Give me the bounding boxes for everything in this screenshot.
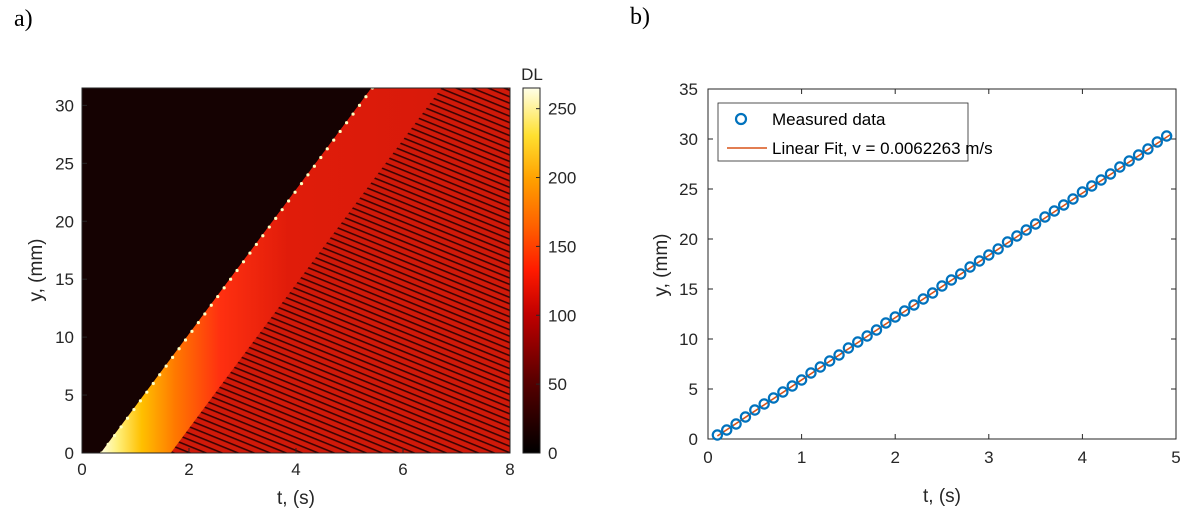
front-marker <box>351 112 355 116</box>
front-marker <box>280 208 284 212</box>
front-marker <box>325 147 329 151</box>
front-marker <box>319 155 323 160</box>
front-marker <box>203 312 207 316</box>
heatmap-y-ticks: 0 5 10 15 20 25 30 <box>55 96 87 463</box>
colorbar-ticks: 0 50 100 150 200 250 <box>536 100 576 463</box>
heatmap-front-band <box>100 88 442 453</box>
heatmap-y-tick-label: 25 <box>55 154 74 173</box>
front-marker <box>177 347 181 351</box>
heatmap-x-tick-label: 6 <box>398 460 407 479</box>
heatmap-field <box>82 88 510 453</box>
front-marker <box>241 260 246 264</box>
heatmap-x-tick-label: 2 <box>184 460 193 479</box>
front-marker <box>306 173 310 177</box>
colorbar-tick-label: 100 <box>548 306 576 325</box>
heatmap-y-tick-label: 15 <box>55 270 74 289</box>
heatmap-y-tick-label: 20 <box>55 212 74 231</box>
front-marker <box>248 251 252 255</box>
colorbar-tick-label: 150 <box>548 237 576 256</box>
front-marker <box>261 234 265 238</box>
front-marker <box>196 321 200 325</box>
heatmap-x-tick-label: 4 <box>291 460 300 479</box>
front-marker <box>138 399 142 403</box>
heatmap-y-tick-label: 0 <box>65 444 74 463</box>
colorbar-tick-label: 50 <box>548 375 567 394</box>
front-marker <box>183 338 188 342</box>
colorbar-title: DL <box>521 65 543 84</box>
front-marker <box>158 373 162 377</box>
front-marker <box>209 303 213 307</box>
front-marker <box>164 364 168 368</box>
front-marker <box>293 190 297 194</box>
front-marker <box>274 216 278 220</box>
front-marker <box>171 355 175 360</box>
front-marker <box>287 199 291 203</box>
front-marker <box>312 164 316 168</box>
colorbar-tick-label: 250 <box>548 100 576 119</box>
heatmap-x-tick-label: 8 <box>505 460 514 479</box>
front-markers <box>100 88 374 453</box>
front-marker <box>151 381 155 386</box>
front-marker <box>338 129 342 134</box>
panel-label-a: a) <box>14 6 33 32</box>
heatmap-y-tick-label: 5 <box>65 386 74 405</box>
heatmap-x-tick-label: 0 <box>77 460 86 479</box>
heatmap-y-tick-label: 30 <box>55 96 74 115</box>
front-marker <box>113 434 117 438</box>
colorbar-tick-label: 0 <box>548 444 557 463</box>
front-marker <box>332 138 336 142</box>
heatmap-x-axis-label: t, (s) <box>277 488 315 509</box>
front-marker <box>119 425 123 429</box>
front-marker <box>267 225 271 229</box>
front-marker <box>106 442 110 446</box>
front-marker <box>299 181 304 186</box>
colorbar-tick-label: 200 <box>548 169 576 188</box>
front-marker <box>190 329 194 333</box>
front-marker <box>216 294 220 299</box>
front-marker <box>145 390 149 394</box>
front-marker <box>125 416 130 420</box>
panel-label-b: b) <box>630 4 650 30</box>
heatmap-y-axis-label: y, (mm) <box>26 239 47 302</box>
front-marker <box>364 95 368 99</box>
front-marker <box>222 286 226 290</box>
heatmap-x-ticks: 0 2 4 6 8 <box>77 448 515 479</box>
front-marker <box>229 277 233 281</box>
front-marker <box>357 103 362 107</box>
front-marker <box>345 121 349 125</box>
colorbar <box>522 87 541 454</box>
front-marker <box>235 268 239 273</box>
heatmap-y-tick-label: 10 <box>55 328 74 347</box>
front-marker <box>254 242 258 247</box>
front-marker <box>132 407 136 412</box>
